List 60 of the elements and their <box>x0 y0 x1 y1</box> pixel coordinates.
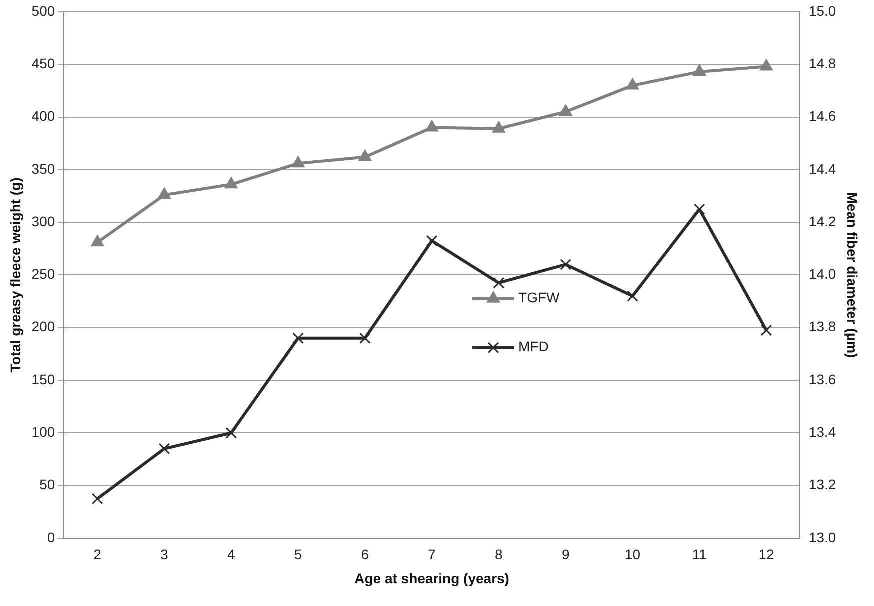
y-tick-label: 400 <box>32 108 56 124</box>
y-axis-title: Total greasy fleece weight (g) <box>7 178 24 373</box>
point <box>359 332 371 344</box>
x-tick-label: 9 <box>562 546 570 563</box>
x-tick-label: 2 <box>94 546 102 563</box>
point <box>694 204 706 216</box>
y2-tick-label: 13.2 <box>808 476 836 493</box>
y-tick-label: 200 <box>32 318 56 335</box>
point <box>92 493 104 505</box>
x-tick-label: 3 <box>160 546 169 563</box>
x-tick-label: 7 <box>428 546 436 563</box>
y-tick-label: 50 <box>40 476 56 493</box>
y-tick-label: 250 <box>32 266 56 282</box>
point <box>559 104 572 116</box>
y-tick-label: 150 <box>32 371 56 388</box>
point <box>693 64 706 76</box>
x-tick-label: 6 <box>361 546 370 563</box>
point <box>158 443 170 455</box>
point <box>292 332 304 344</box>
y-tick-label: 100 <box>32 424 56 440</box>
y2-tick-label: 14.2 <box>808 213 836 230</box>
point <box>224 177 238 189</box>
y-tick-label: 350 <box>32 160 56 177</box>
point <box>358 150 372 162</box>
y2-tick-label: 14.4 <box>808 160 836 177</box>
point <box>91 235 104 247</box>
x-tick-label: 4 <box>227 546 236 563</box>
y2-tick-label: 13.0 <box>808 529 836 546</box>
y-tick-label: 0 <box>47 529 56 546</box>
point <box>493 277 505 289</box>
y2-tick-label: 13.4 <box>808 424 836 440</box>
point <box>760 324 772 336</box>
point <box>492 121 506 133</box>
x-tick-label: 12 <box>758 546 775 563</box>
x-tick-label: 8 <box>495 546 504 563</box>
y-tick-label: 300 <box>32 213 56 230</box>
y2-tick-label: 13.8 <box>808 318 836 335</box>
y2-tick-label: 14.8 <box>808 56 836 72</box>
point <box>560 258 572 270</box>
legend-label: TGFW <box>518 290 561 306</box>
y2-tick-label: 15.0 <box>808 2 836 19</box>
y2-tick-label: 14.6 <box>808 108 836 124</box>
x-tick-label: 10 <box>624 546 641 563</box>
y-tick-label: 450 <box>32 56 56 72</box>
point <box>158 188 172 200</box>
point <box>627 290 638 302</box>
y2-tick-label: 14.0 <box>808 266 836 282</box>
y2-tick-label: 13.6 <box>808 371 836 388</box>
point <box>425 120 439 132</box>
point <box>760 59 774 71</box>
x-axis-title: Age at shearing (years) <box>354 570 510 586</box>
point <box>226 427 238 439</box>
y2-axis-title: Mean fiber diameter (µm) <box>844 192 861 358</box>
x-tick-label: 11 <box>692 546 708 563</box>
legend-label: MFD <box>518 338 549 355</box>
x-tick-label: 5 <box>294 546 302 563</box>
point <box>426 235 438 247</box>
y-tick-label: 500 <box>32 2 56 19</box>
point <box>292 156 305 168</box>
point <box>626 78 640 90</box>
